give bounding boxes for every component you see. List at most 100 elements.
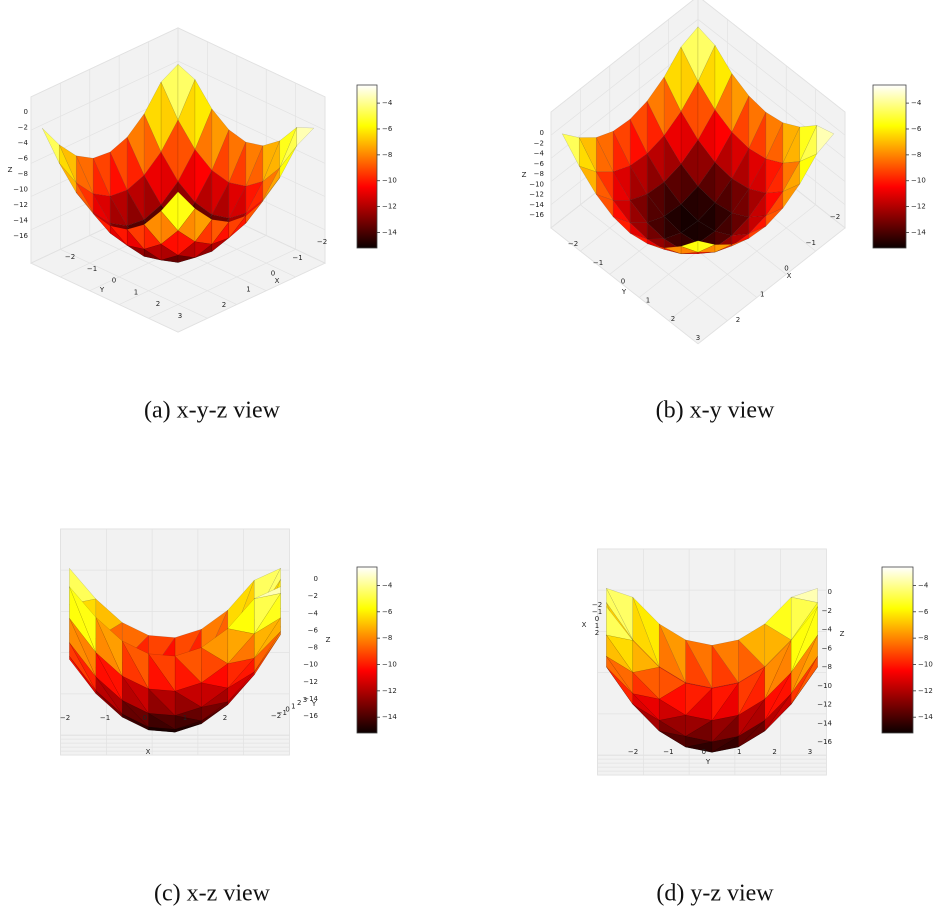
tick-label: −2 <box>317 238 327 246</box>
colorbar-tick-label: −14 <box>911 228 926 236</box>
surface-facet <box>711 682 739 722</box>
surface-facet <box>816 125 835 155</box>
surface-facet <box>595 131 614 172</box>
grid-line <box>177 27 326 98</box>
tick-label: −1 <box>806 239 816 247</box>
tick-label: 3 <box>303 696 307 704</box>
surface-facet <box>731 72 750 133</box>
surface-facet <box>765 191 784 217</box>
grid-line <box>550 227 699 345</box>
surface-facet <box>659 623 687 684</box>
tick-label: 0 <box>540 129 544 137</box>
surface-facet <box>194 78 213 150</box>
surface-facet <box>126 113 145 176</box>
axis-label: Z <box>8 166 13 174</box>
tick-label: −6 <box>18 155 29 163</box>
surface-facet <box>606 655 633 694</box>
tick-label: −2 <box>830 213 840 221</box>
axis-label: Z <box>326 636 331 644</box>
surface-facet <box>194 208 213 243</box>
caption: (c) x-z view <box>154 881 271 907</box>
tick-label: −8 <box>18 170 28 178</box>
surface-facet <box>201 628 229 664</box>
colorbar-tick-label: −10 <box>382 177 397 185</box>
axis-pane <box>60 734 290 756</box>
tick-label: −8 <box>822 663 832 671</box>
colorbar-tick-label: −12 <box>382 203 397 211</box>
tick-label: 1 <box>291 702 295 710</box>
tick-label: −14 <box>303 695 318 703</box>
tick-label: −2 <box>60 714 70 722</box>
surface-facet <box>697 220 716 244</box>
surface-facet <box>731 238 749 247</box>
axis-label: Y <box>99 286 105 294</box>
colorbar-tick-label: −14 <box>918 713 933 721</box>
subfigure: 0−2−4−6−8−10−12−14−16−2−1012−2−10123XYZ−… <box>8 27 397 424</box>
axis-pane <box>597 754 827 776</box>
colorbar <box>881 566 914 734</box>
surface-facet <box>200 663 229 689</box>
tick-label: −16 <box>817 738 832 746</box>
grid-line <box>580 204 728 321</box>
axis-label: Y <box>621 288 627 296</box>
colorbar-tick-label: −6 <box>911 125 922 133</box>
axis-label: Z <box>522 171 527 179</box>
surface-facet <box>738 666 766 716</box>
grid-line <box>697 227 846 345</box>
tick-label: −4 <box>534 150 545 158</box>
surface-facet <box>561 133 580 167</box>
surface-facet <box>121 640 149 689</box>
surface-facet <box>174 682 202 708</box>
tick-label: −1 <box>292 254 302 262</box>
surface-facet <box>177 191 196 232</box>
colorbar-tick-label: −4 <box>918 581 929 589</box>
surface-facet <box>664 246 682 255</box>
axis-label: X <box>582 621 587 629</box>
tick-label: 2 <box>297 699 301 707</box>
surface-facet <box>95 617 123 677</box>
surface-facet <box>122 713 149 731</box>
tick-label: 2 <box>222 301 226 309</box>
surface-facet <box>731 212 750 237</box>
colorbar-tick-label: −4 <box>911 99 922 107</box>
surface-facet <box>764 640 792 700</box>
tick-label: −16 <box>13 232 28 240</box>
surface-facet <box>126 174 145 221</box>
colorbar-tick-label: −10 <box>918 660 933 668</box>
surface-facet <box>76 192 94 215</box>
surface-facet <box>791 606 818 673</box>
surface-facet <box>228 215 247 239</box>
tick-label: −1 <box>592 608 602 616</box>
grid-line <box>30 262 179 333</box>
tick-label: −6 <box>822 644 833 652</box>
surface-facet <box>629 233 648 244</box>
surface-facet <box>765 158 784 194</box>
tick-label: 2 <box>772 748 776 756</box>
surface-facet <box>69 618 96 677</box>
colorbar-tick-label: −8 <box>911 151 921 159</box>
tick-label: −1 <box>663 748 673 756</box>
colorbar-tick-label: −6 <box>382 125 393 133</box>
surface-facet <box>714 244 732 253</box>
tick-label: −2 <box>592 601 602 609</box>
colorbar-tick-label: −4 <box>382 99 393 107</box>
surface-facet <box>791 634 818 694</box>
surface-facet <box>227 598 255 635</box>
colorbar-tick-label: −12 <box>911 203 926 211</box>
surface-facet <box>578 165 597 196</box>
colorbar-tick-label: −8 <box>382 151 392 159</box>
tick-label: 0 <box>271 270 275 278</box>
surface-facet <box>245 200 264 224</box>
surface-facet <box>126 224 145 250</box>
tick-label: 0 <box>112 277 116 285</box>
surface-facet <box>69 586 96 653</box>
tick-label: −12 <box>529 191 544 199</box>
surface-facet <box>632 639 660 673</box>
tick-label: −2 <box>65 253 75 261</box>
tick-label: −12 <box>303 678 318 686</box>
surface-facet <box>143 210 162 245</box>
tick-label: −6 <box>534 160 545 168</box>
tick-label: −2 <box>271 712 281 720</box>
tick-label: 2 <box>671 315 675 323</box>
